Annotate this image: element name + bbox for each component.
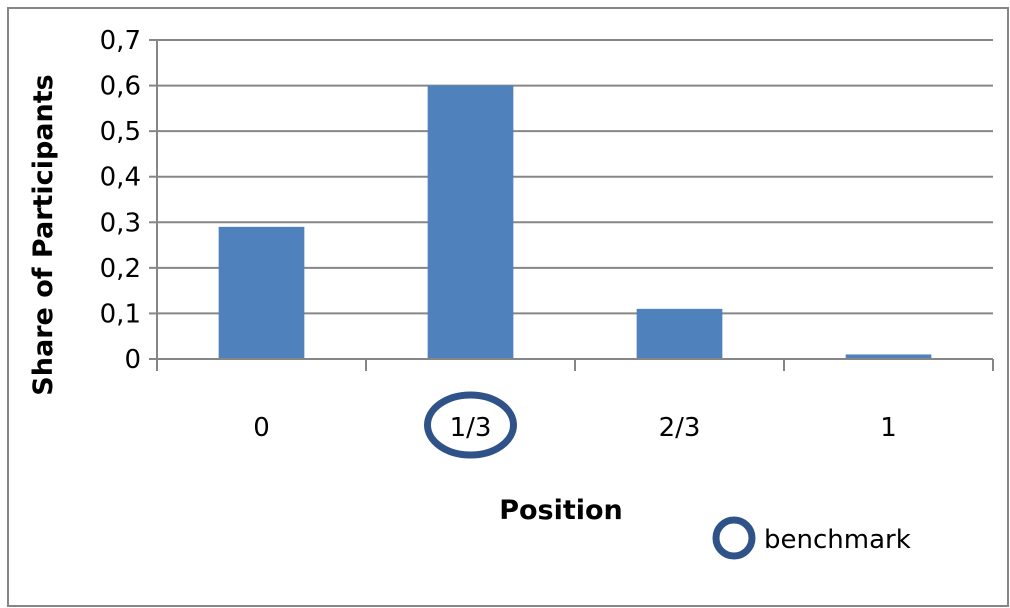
x-tick-labels: 0 1/3 2/3 1 [253, 413, 897, 443]
x-tick-label: 0 [253, 413, 270, 443]
bar-0 [218, 226, 305, 359]
y-tick-label: 0,3 [100, 208, 141, 238]
y-tick-label: 0,6 [100, 72, 141, 102]
legend: benchmark [712, 516, 911, 560]
bar-1 [845, 354, 932, 359]
bars [218, 85, 932, 360]
y-tick-label: 0,5 [100, 117, 141, 147]
y-tick-labels: 0 0,1 0,2 0,3 0,4 0,5 0,6 0,7 [100, 26, 141, 375]
axes [156, 40, 994, 371]
y-tick-label: 0,1 [100, 299, 141, 329]
y-tick-label: 0 [124, 345, 141, 375]
bar-1-3 [427, 85, 514, 360]
y-tick-label: 0,2 [100, 254, 141, 284]
benchmark-legend-icon [712, 516, 756, 560]
legend-label-benchmark: benchmark [764, 525, 911, 555]
x-tick-label: 2/3 [659, 413, 701, 443]
benchmark-highlight-circle [424, 391, 517, 459]
y-tick-label: 0,7 [100, 26, 141, 56]
y-tick-label: 0,4 [100, 163, 141, 193]
x-tick-label: 1 [880, 413, 897, 443]
x-tick-label: 1/3 [450, 413, 492, 443]
bar-2-3 [636, 308, 723, 359]
y-axis-title: Share of Participants [28, 74, 59, 395]
x-axis-title: Position [499, 495, 623, 526]
